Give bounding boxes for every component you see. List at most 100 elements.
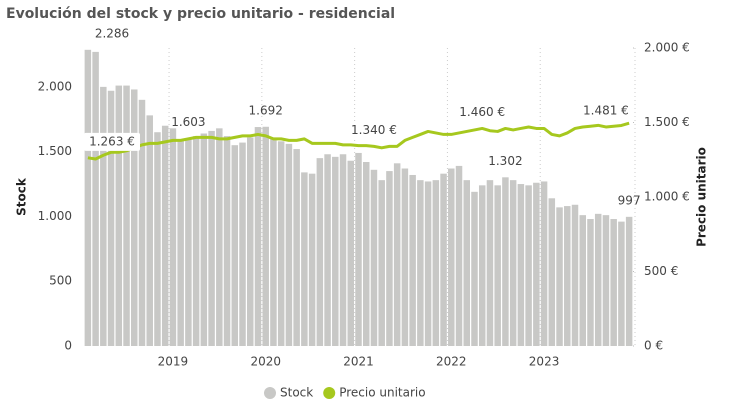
y-tick-label: 2.000	[38, 79, 72, 93]
bar	[370, 169, 378, 346]
bar	[208, 130, 215, 346]
bar	[285, 143, 293, 346]
data-label: 1.603	[171, 115, 205, 129]
legend-marker	[323, 387, 336, 399]
data-label: 1.340 €	[351, 123, 397, 137]
bar	[316, 158, 324, 346]
y-tick-label: 1.500	[38, 144, 72, 158]
x-tick-label: 2021	[343, 355, 374, 369]
bar	[262, 126, 269, 346]
data-label: 1.263 €	[89, 134, 135, 148]
bar	[525, 185, 532, 346]
bar	[509, 180, 517, 346]
bar	[587, 219, 594, 346]
x-tick-label: 2023	[529, 355, 560, 369]
data-label: 1.481 €	[583, 103, 629, 117]
bar	[386, 171, 393, 346]
bar	[339, 154, 347, 346]
legend-label: Precio unitario	[339, 386, 425, 400]
bar	[308, 173, 316, 346]
bar	[502, 177, 509, 346]
bar	[254, 127, 262, 346]
y2-tick-label: 1.000 €	[644, 190, 690, 204]
bar	[355, 152, 362, 346]
bar	[393, 163, 401, 346]
y-tick-label: 1.000	[38, 209, 72, 223]
bar	[169, 128, 177, 346]
legend-label: Stock	[280, 386, 313, 400]
bar	[115, 85, 123, 346]
data-label: 997	[618, 193, 641, 207]
bar	[571, 204, 579, 346]
bar	[401, 168, 409, 346]
bar	[610, 219, 617, 346]
y2-axis-title: Precio unitario	[695, 147, 709, 247]
bar	[362, 162, 370, 346]
data-label: 1.302	[488, 154, 522, 168]
bar	[270, 138, 277, 346]
bar	[517, 184, 525, 346]
label-box	[577, 101, 634, 120]
bar	[432, 180, 440, 346]
bar	[409, 174, 416, 346]
y2-tick-label: 0 €	[644, 339, 663, 353]
bar	[84, 49, 92, 347]
bar	[424, 181, 432, 346]
bar	[471, 191, 478, 346]
bar	[324, 154, 331, 346]
bar	[246, 137, 254, 346]
bar	[154, 132, 161, 346]
bar	[92, 51, 99, 346]
bar	[161, 125, 169, 346]
bar	[378, 180, 385, 346]
bar	[239, 142, 246, 346]
bar	[548, 198, 556, 346]
bar	[594, 213, 602, 346]
bar	[448, 168, 455, 346]
data-label: 2.286	[95, 26, 129, 40]
bar	[223, 136, 231, 346]
y2-tick-label: 500 €	[644, 264, 678, 278]
y2-tick-label: 1.500 €	[644, 115, 690, 129]
label-box	[345, 121, 402, 140]
bar	[540, 181, 548, 346]
bar	[107, 90, 115, 346]
bar	[625, 216, 633, 346]
data-label: 1.460 €	[459, 105, 505, 119]
y-axis-title: Stock	[15, 177, 29, 216]
bar	[123, 85, 130, 346]
bar	[455, 165, 463, 346]
bar	[564, 206, 571, 346]
label-box	[454, 103, 511, 122]
x-tick-label: 2022	[436, 355, 467, 369]
bar	[618, 221, 625, 346]
bar	[301, 172, 308, 346]
bar	[131, 89, 138, 346]
bar	[556, 207, 563, 346]
bar	[185, 138, 192, 346]
bar	[146, 115, 153, 346]
bar	[417, 180, 424, 346]
bar	[332, 156, 339, 346]
bar	[486, 180, 494, 346]
bar	[177, 139, 184, 346]
x-tick-label: 2019	[158, 355, 189, 369]
bar	[463, 180, 471, 346]
bar	[293, 149, 300, 346]
y2-tick-label: 2.000 €	[644, 41, 690, 55]
bar	[200, 133, 208, 346]
bar	[138, 99, 146, 347]
label-box	[84, 132, 140, 151]
bar	[602, 215, 610, 346]
chart-title: Evolución del stock y precio unitario - …	[6, 6, 395, 22]
x-tick-label: 2020	[250, 355, 281, 369]
bar	[192, 136, 200, 346]
bar	[579, 215, 586, 346]
bar	[440, 173, 447, 346]
bar	[478, 185, 486, 346]
y-tick-label: 0	[64, 339, 72, 353]
bar	[231, 145, 239, 346]
legend-marker	[264, 387, 276, 399]
y-tick-label: 500	[49, 274, 72, 288]
